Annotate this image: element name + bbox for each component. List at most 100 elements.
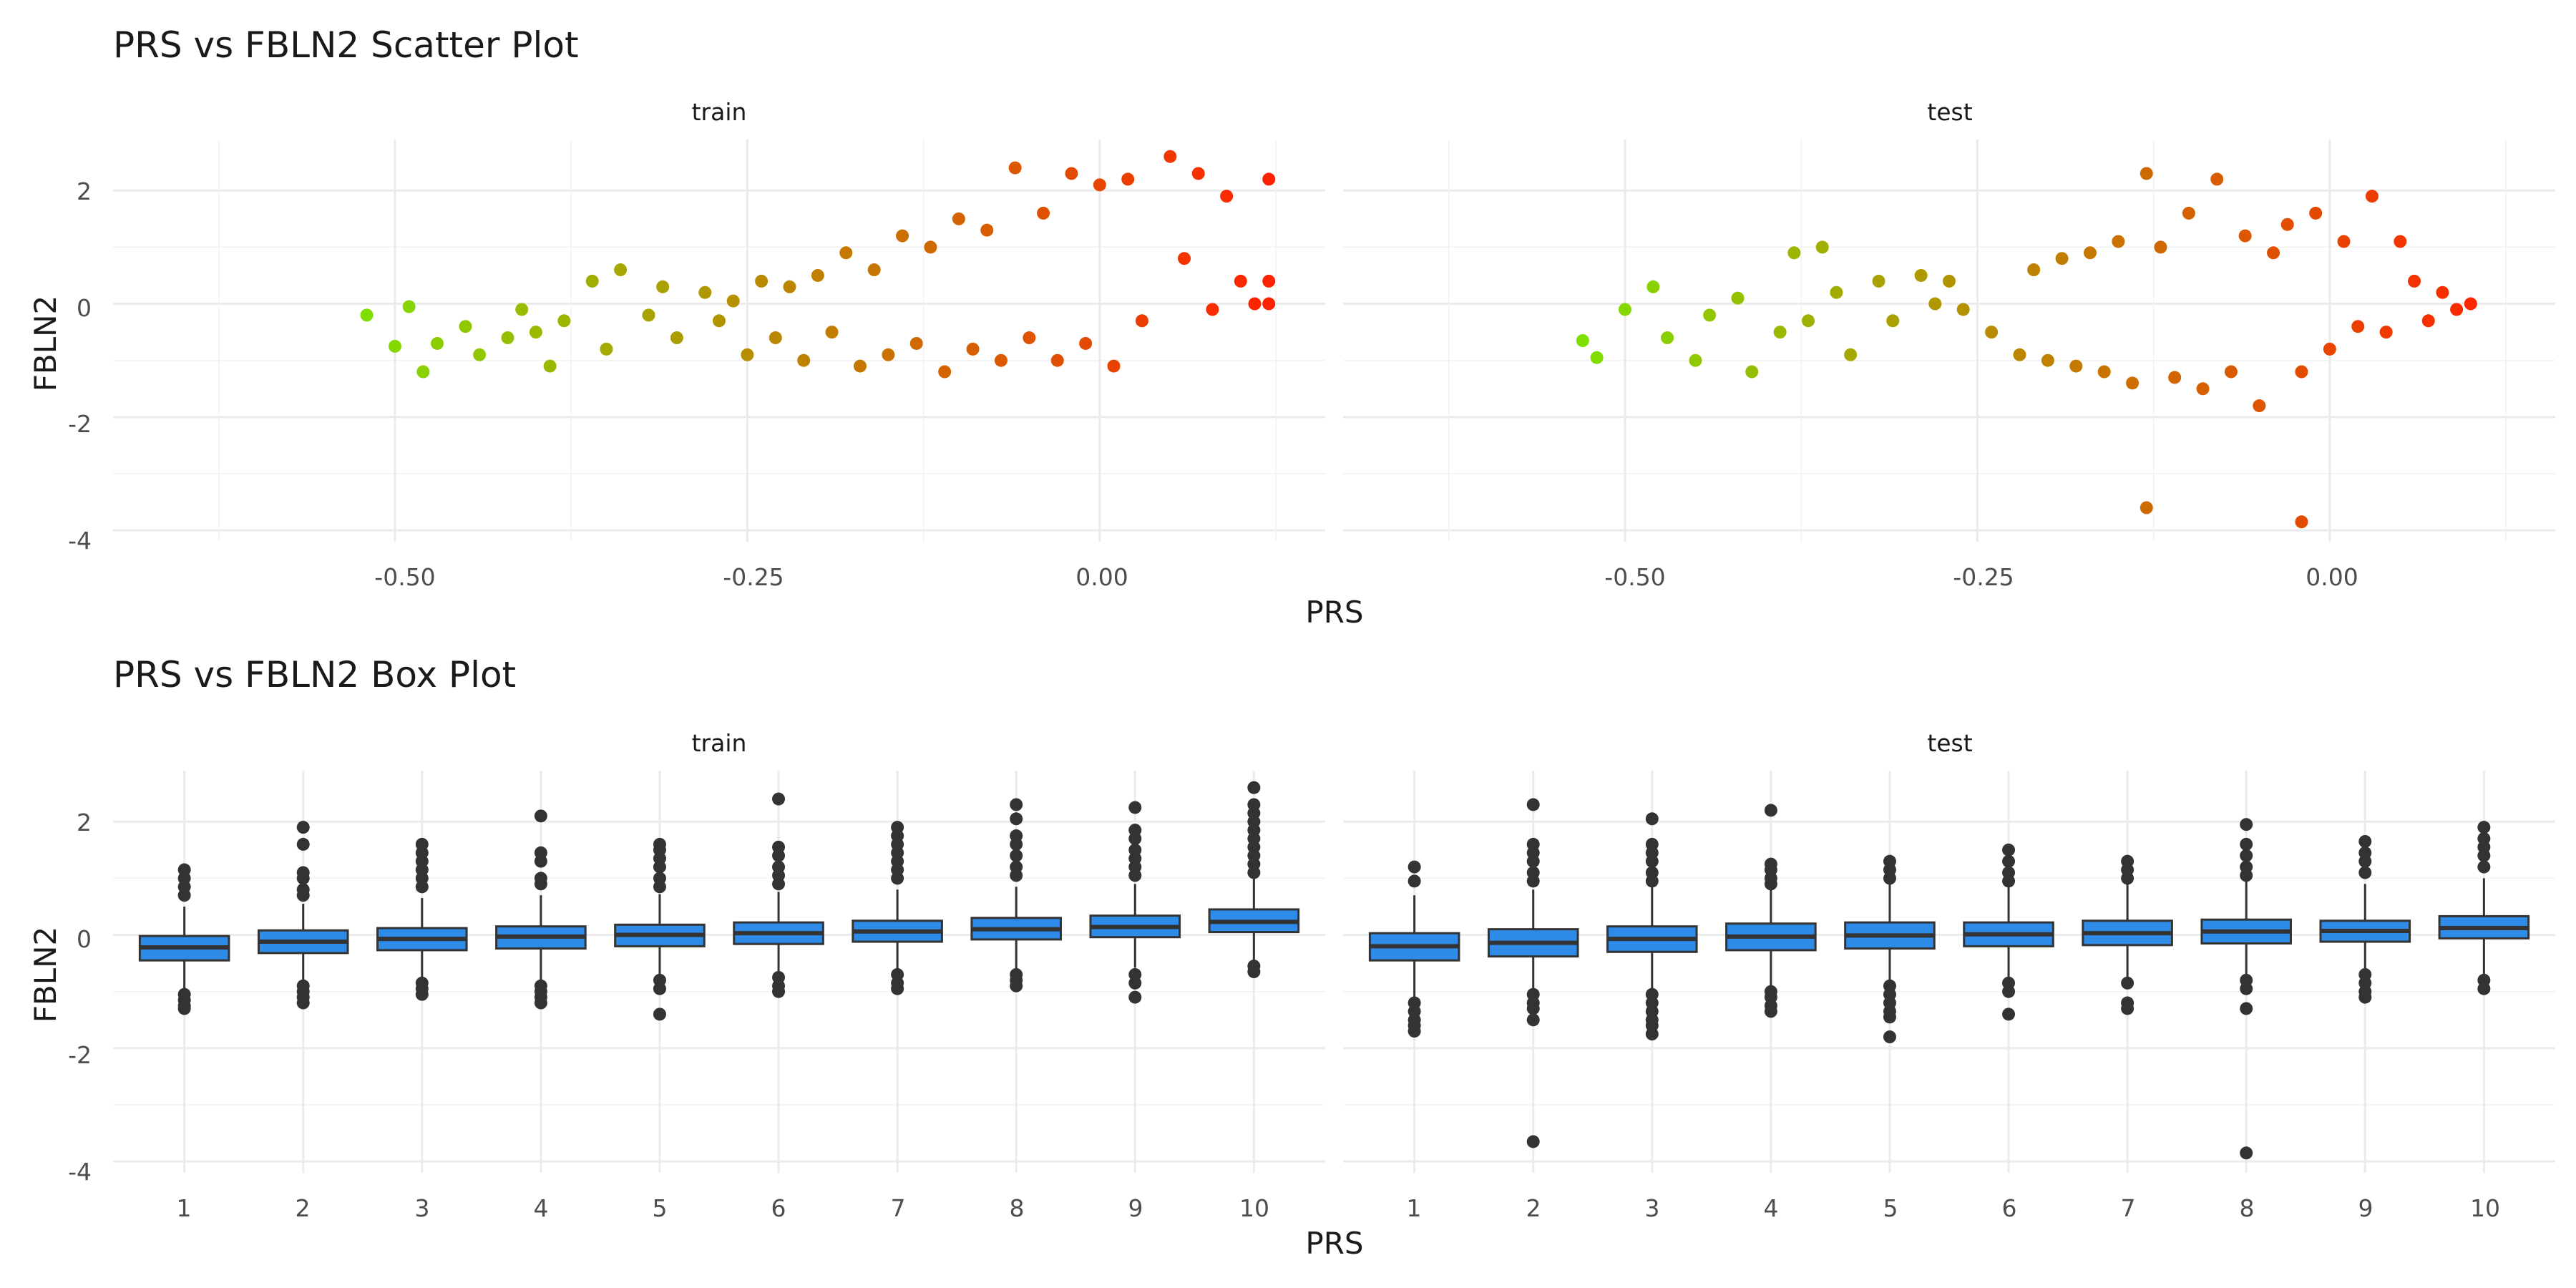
scatter-y-axis-title: FBLN2 <box>28 296 63 392</box>
scatter-point <box>1008 161 1022 175</box>
scatter-point <box>980 223 994 237</box>
outlier-point <box>1526 1013 1540 1027</box>
scatter-point <box>1262 274 1276 288</box>
outlier-point <box>2477 849 2491 862</box>
scatter-point <box>459 320 472 333</box>
outlier-point <box>1764 1005 1777 1018</box>
scatter-point <box>2041 353 2054 367</box>
scatter-point <box>2210 172 2224 186</box>
scatter-point <box>966 342 980 356</box>
outlier-point <box>2002 854 2016 868</box>
scatter-point <box>867 263 881 277</box>
scatter-point <box>1163 150 1177 163</box>
scatter-point <box>2436 286 2449 299</box>
outlier-point <box>1526 1135 1540 1148</box>
scatter-point <box>1773 326 1787 339</box>
box-x-tick-test: 2 <box>1526 1194 1541 1222</box>
outlier-point <box>772 849 786 862</box>
scatter-point <box>1220 190 1234 203</box>
scatter-point <box>2421 314 2435 328</box>
scatter-point <box>1206 303 1219 316</box>
scatter-point <box>1830 286 1843 299</box>
outlier-point <box>2121 976 2135 990</box>
scatter-x-tick-test: -0.50 <box>1604 563 1665 591</box>
boxes-train <box>138 781 1300 1021</box>
scatter-point <box>2295 365 2308 379</box>
box-x-tick-train: 9 <box>1128 1194 1143 1222</box>
scatter-point <box>1248 297 1262 311</box>
scatter-point <box>825 326 839 339</box>
scatter-point <box>924 240 937 254</box>
scatter-point <box>1178 252 1191 265</box>
scatter-point <box>360 308 374 322</box>
box-x-tick-train: 7 <box>891 1194 906 1222</box>
scatter-point <box>1844 348 1858 361</box>
outlier-point <box>653 1008 666 1021</box>
scatter-point <box>1121 172 1135 186</box>
scatter-point <box>1886 314 1900 328</box>
box-grid-test <box>1343 771 2555 1173</box>
scatter-point <box>783 280 796 293</box>
scatter-point <box>1590 351 1604 364</box>
outlier-point <box>1247 781 1261 794</box>
outlier-point <box>1128 869 1142 882</box>
scatter-point <box>2450 303 2464 316</box>
outlier-point <box>891 872 904 885</box>
box-x-tick-test: 8 <box>2240 1194 2255 1222</box>
outlier-point <box>177 1002 191 1015</box>
scatter-point <box>882 348 895 361</box>
scatter-point <box>416 365 430 379</box>
scatter-point <box>642 308 655 322</box>
scatter-points-test <box>1576 167 2477 529</box>
outlier-point <box>2358 854 2372 868</box>
scatter-point <box>2112 235 2125 248</box>
scatter-point <box>2196 382 2210 396</box>
outlier-point <box>2121 1002 2135 1015</box>
outlier-point <box>1645 854 1659 868</box>
scatter-y-tick: 2 <box>77 177 92 205</box>
outlier-point <box>2002 874 2016 888</box>
scatter-x-tick-test: 0.00 <box>2306 563 2358 591</box>
scatter-point <box>614 263 628 277</box>
scatter-point <box>2323 342 2336 356</box>
scatter-point <box>2238 229 2252 243</box>
outlier-point <box>1128 831 1142 845</box>
outlier-point <box>1645 874 1659 888</box>
box-y-tick: -4 <box>68 1158 92 1186</box>
outlier-point <box>1128 990 1142 1004</box>
outlier-point <box>1526 874 1540 888</box>
outlier-point <box>2121 872 2135 885</box>
scatter-point <box>1646 280 1660 293</box>
outlier-point <box>1883 1030 1896 1044</box>
scatter-point <box>2168 371 2182 384</box>
outlier-point <box>2240 1002 2253 1015</box>
outlier-point <box>534 996 547 1010</box>
outlier-point <box>891 982 904 995</box>
outlier-point <box>2240 1146 2253 1160</box>
scatter-point <box>473 348 487 361</box>
box-x-tick-test: 9 <box>2358 1194 2373 1222</box>
outlier-point <box>1247 866 1261 879</box>
outlier-point <box>2002 1008 2016 1021</box>
box-x-tick-train: 3 <box>415 1194 430 1222</box>
scatter-point <box>1956 303 1970 316</box>
scatter-point <box>515 303 529 316</box>
outlier-point <box>653 860 666 874</box>
scatter-y-tick: 0 <box>77 294 92 322</box>
outlier-point <box>1010 837 1023 851</box>
scatter-point <box>2464 297 2477 311</box>
scatter-point <box>1262 172 1276 186</box>
scatter-point <box>1703 308 1717 322</box>
box-x-tick-test: 5 <box>1883 1194 1898 1222</box>
scatter-point <box>1023 331 1036 345</box>
box-plot-title: PRS vs FBLN2 Box Plot <box>113 654 517 696</box>
box-y-tick: -2 <box>68 1041 92 1069</box>
scatter-point <box>1914 268 1928 282</box>
scatter-point <box>2069 359 2083 373</box>
outlier-point <box>1526 1002 1540 1015</box>
scatter-x-tick-train: -0.50 <box>374 563 435 591</box>
outlier-point <box>296 821 310 834</box>
outlier-point <box>296 837 310 851</box>
scatter-point <box>1234 274 1247 288</box>
outlier-point <box>534 877 547 891</box>
